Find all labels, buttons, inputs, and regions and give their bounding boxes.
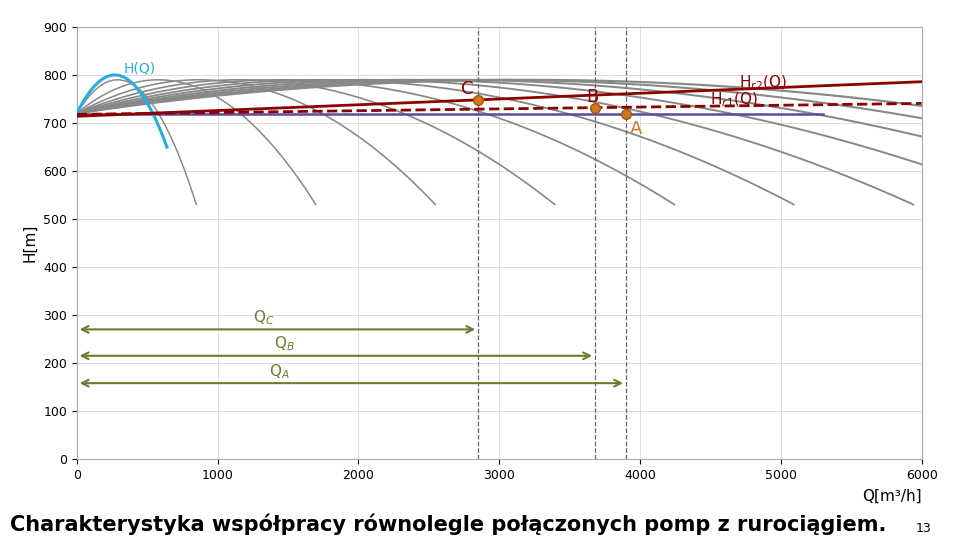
Text: H$_{r1}$(Q): H$_{r1}$(Q) (710, 90, 758, 109)
Text: C: C (461, 80, 473, 98)
Y-axis label: H[m]: H[m] (22, 224, 37, 262)
Text: H$_{r2}$(Q): H$_{r2}$(Q) (738, 73, 786, 92)
Text: B: B (587, 88, 599, 106)
Text: A: A (630, 119, 642, 138)
Text: Charakterystyka współpracy równolegle połączonych pomp z rurociągiem.: Charakterystyka współpracy równolegle po… (10, 513, 886, 535)
Text: Q$_C$: Q$_C$ (253, 308, 275, 327)
Text: Q$_A$: Q$_A$ (269, 362, 290, 381)
Text: H(Q): H(Q) (123, 62, 156, 76)
Text: 13: 13 (916, 522, 931, 535)
Text: Q[m³/h]: Q[m³/h] (862, 489, 922, 504)
Text: Q$_B$: Q$_B$ (274, 335, 295, 353)
